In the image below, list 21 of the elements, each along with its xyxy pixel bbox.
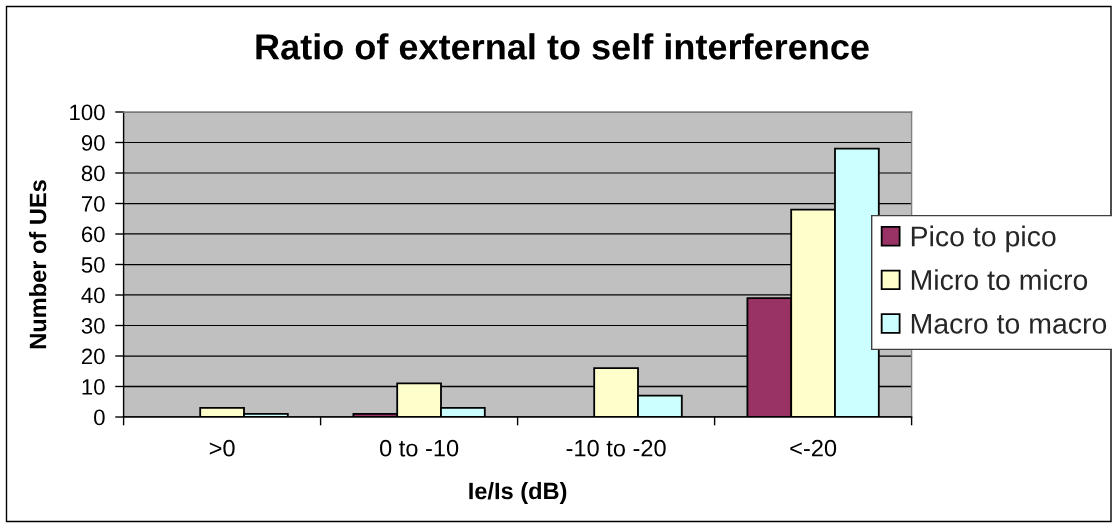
y-tick-label: 90 xyxy=(81,135,105,151)
y-tick-label: 0 xyxy=(94,409,105,426)
y-tick-label: 30 xyxy=(81,318,105,334)
y-axis-title: Number of UEs xyxy=(29,180,47,349)
x-tick-label: >0 xyxy=(209,439,235,457)
legend-label: Pico to pico xyxy=(911,225,1056,253)
y-tick-label: 80 xyxy=(81,165,105,182)
y-tick-label: 60 xyxy=(81,226,105,243)
y-tick-label: 10 xyxy=(82,379,105,395)
y-tick-label: 100 xyxy=(70,104,105,121)
y-tick-label: 40 xyxy=(81,287,105,304)
x-tick-label: -10 to -20 xyxy=(566,439,666,457)
x-tick-label: <-20 xyxy=(790,439,837,457)
y-tick-label: 50 xyxy=(81,257,105,273)
legend-label: Micro to micro xyxy=(911,269,1088,291)
x-tick-label: 0 to -10 xyxy=(379,439,459,457)
y-tick-label: 20 xyxy=(81,348,105,365)
legend-label: Macro to macro xyxy=(911,313,1107,334)
y-tick-label: 70 xyxy=(81,196,105,212)
chart-title: Ratio of external to self interference xyxy=(256,33,869,60)
x-axis-title: Ie/Is (dB) xyxy=(469,481,567,504)
